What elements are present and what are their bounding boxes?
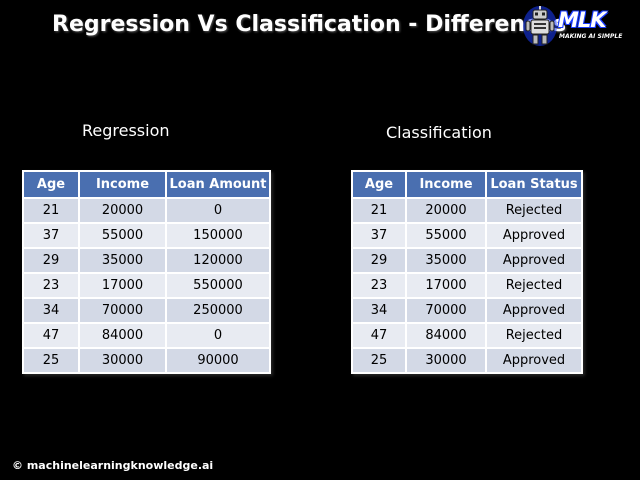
regression-table: Age Income Loan Amount 21 20000 0 37 550… <box>22 170 271 374</box>
column-header-income: Income <box>405 170 487 199</box>
loan-amount-cell: 550000 <box>165 272 271 299</box>
age-cell: 23 <box>351 272 407 299</box>
column-header-loan-status: Loan Status <box>485 170 583 199</box>
income-cell: 35000 <box>405 247 487 274</box>
loan-amount-cell: 0 <box>165 322 271 349</box>
income-cell: 55000 <box>78 222 167 249</box>
logo-text: MLK <box>558 8 607 32</box>
income-cell: 17000 <box>78 272 167 299</box>
loan-amount-cell: 150000 <box>165 222 271 249</box>
table-row: 34 70000 250000 <box>22 297 271 324</box>
loan-status-cell: Approved <box>485 222 583 249</box>
income-cell: 70000 <box>78 297 167 324</box>
table-row: 47 84000 Rejected <box>351 322 583 349</box>
table-row: 21 20000 Rejected <box>351 197 583 224</box>
loan-amount-cell: 250000 <box>165 297 271 324</box>
table-row: 29 35000 120000 <box>22 247 271 274</box>
income-cell: 30000 <box>78 347 167 374</box>
income-cell: 20000 <box>405 197 487 224</box>
page-title: Regression Vs Classification - Differenc… <box>52 12 567 37</box>
income-cell: 17000 <box>405 272 487 299</box>
age-cell: 21 <box>22 197 80 224</box>
income-cell: 84000 <box>78 322 167 349</box>
column-header-age: Age <box>22 170 80 199</box>
loan-amount-cell: 90000 <box>165 347 271 374</box>
age-cell: 47 <box>22 322 80 349</box>
table-row: 23 17000 Rejected <box>351 272 583 299</box>
age-cell: 37 <box>351 222 407 249</box>
age-cell: 37 <box>22 222 80 249</box>
loan-status-cell: Approved <box>485 297 583 324</box>
table-row: 37 55000 Approved <box>351 222 583 249</box>
logo-tagline: MAKING AI SIMPLE <box>559 33 623 40</box>
age-cell: 29 <box>351 247 407 274</box>
table-row: 34 70000 Approved <box>351 297 583 324</box>
age-cell: 25 <box>22 347 80 374</box>
income-cell: 55000 <box>405 222 487 249</box>
column-header-age: Age <box>351 170 407 199</box>
table-row: 25 30000 90000 <box>22 347 271 374</box>
age-cell: 47 <box>351 322 407 349</box>
age-cell: 25 <box>351 347 407 374</box>
logo: MLK MAKING AI SIMPLE <box>522 4 632 48</box>
age-cell: 34 <box>22 297 80 324</box>
age-cell: 21 <box>351 197 407 224</box>
table-row: 23 17000 550000 <box>22 272 271 299</box>
table-row: 47 84000 0 <box>22 322 271 349</box>
age-cell: 23 <box>22 272 80 299</box>
income-cell: 35000 <box>78 247 167 274</box>
robot-icon <box>523 6 557 46</box>
copyright-footer: © machinelearningknowledge.ai <box>12 459 214 472</box>
income-cell: 70000 <box>405 297 487 324</box>
table-row: 29 35000 Approved <box>351 247 583 274</box>
loan-status-cell: Rejected <box>485 197 583 224</box>
regression-heading: Regression <box>82 121 170 140</box>
table-header-row: Age Income Loan Amount <box>22 170 271 199</box>
column-header-loan-amount: Loan Amount <box>165 170 271 199</box>
loan-status-cell: Approved <box>485 347 583 374</box>
loan-amount-cell: 120000 <box>165 247 271 274</box>
age-cell: 29 <box>22 247 80 274</box>
income-cell: 84000 <box>405 322 487 349</box>
loan-status-cell: Rejected <box>485 322 583 349</box>
classification-heading: Classification <box>386 123 492 142</box>
table-row: 37 55000 150000 <box>22 222 271 249</box>
table-header-row: Age Income Loan Status <box>351 170 583 199</box>
age-cell: 34 <box>351 297 407 324</box>
table-row: 21 20000 0 <box>22 197 271 224</box>
income-cell: 20000 <box>78 197 167 224</box>
column-header-income: Income <box>78 170 167 199</box>
loan-amount-cell: 0 <box>165 197 271 224</box>
classification-table: Age Income Loan Status 21 20000 Rejected… <box>351 170 583 374</box>
loan-status-cell: Rejected <box>485 272 583 299</box>
loan-status-cell: Approved <box>485 247 583 274</box>
income-cell: 30000 <box>405 347 487 374</box>
table-row: 25 30000 Approved <box>351 347 583 374</box>
